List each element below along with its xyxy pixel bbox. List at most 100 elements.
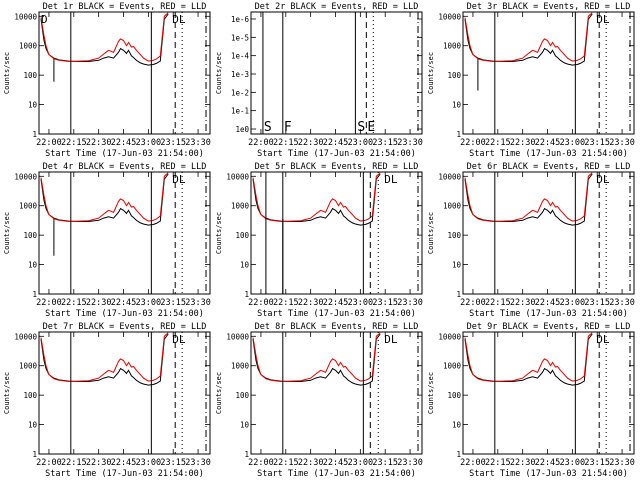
x-tick-label: 23:00 — [136, 138, 162, 148]
panel-det-6: Det 6r BLACK = Events, RED = LLD Counts/s… — [427, 162, 635, 319]
y-tick-label: 10 — [240, 261, 250, 270]
x-tick-label: 23:30 — [397, 138, 423, 148]
y-tick-label: 1e-1 — [231, 107, 249, 116]
y-tick-label: 10000 — [14, 12, 37, 21]
flag-label: DL — [384, 173, 398, 186]
series-lld-line — [464, 172, 593, 223]
flag-label: S — [264, 120, 272, 135]
x-tick-label: 22:45 — [535, 458, 561, 468]
x-tick-label: 23:30 — [397, 458, 423, 468]
x-tick-label: 23:30 — [185, 138, 211, 148]
flag-label: F — [284, 120, 292, 135]
series-events-line — [40, 333, 169, 386]
x-tick-label: 22:45 — [323, 458, 349, 468]
x-tick-label: 23:15 — [160, 298, 186, 308]
y-axis-label: Counts/sec — [3, 52, 11, 94]
y-tick-label: 100 — [447, 391, 461, 400]
flag-label: E — [367, 120, 375, 135]
panel-det-3: Det 3r BLACK = Events, RED = LLD Counts/s… — [427, 2, 635, 159]
x-tick-label: 23:00 — [560, 298, 586, 308]
y-tick-label: 1 — [456, 450, 461, 459]
y-tick-label: 1 — [244, 290, 249, 299]
y-tick-label: 1e-4 — [231, 52, 250, 61]
x-tick-label: 22:15 — [61, 298, 87, 308]
x-tick-label: 23:15 — [372, 298, 398, 308]
series-events-line — [464, 173, 593, 226]
x-tick-label: 22:15 — [61, 138, 87, 148]
panel-det-7: Det 7r BLACK = Events, RED = LLD Counts/s… — [3, 322, 211, 479]
y-tick-label: 100 — [235, 391, 249, 400]
x-tick-label: 22:00 — [248, 458, 274, 468]
x-tick-label: 23:30 — [609, 298, 635, 308]
x-tick-label: 22:30 — [298, 138, 324, 148]
y-axis-label: Counts/sec — [427, 52, 435, 94]
y-axis-label: Counts/sec — [215, 52, 223, 94]
y-tick-label: 1e0 — [235, 125, 249, 134]
x-tick-label: 22:00 — [248, 298, 274, 308]
flag-label: DL — [172, 13, 186, 26]
plot-frame — [38, 171, 211, 295]
x-tick-label: 22:30 — [510, 138, 536, 148]
x-axis-label: Start Time (17-Jun-03 21:54:00) — [469, 309, 628, 319]
y-tick-label: 1000 — [19, 202, 38, 211]
y-tick-label: 100 — [23, 71, 37, 80]
y-tick-label: 10 — [28, 101, 38, 110]
x-tick-label: 23:00 — [348, 138, 374, 148]
x-tick-label: 22:15 — [485, 298, 511, 308]
y-tick-label: 10 — [452, 101, 462, 110]
y-axis-label: Counts/sec — [3, 372, 11, 414]
y-axis-label: Counts/sec — [215, 372, 223, 414]
x-tick-label: 22:15 — [273, 138, 299, 148]
x-axis-label: Start Time (17-Jun-03 21:54:00) — [257, 149, 416, 159]
y-tick-label: 1 — [32, 450, 37, 459]
series-lld-line — [464, 332, 593, 383]
flag-label: DL — [172, 173, 186, 186]
plot-frame — [38, 11, 211, 135]
y-axis-label: Counts/sec — [427, 212, 435, 254]
plot-frame — [38, 331, 211, 455]
x-axis-label: Start Time (17-Jun-03 21:54:00) — [45, 469, 204, 479]
x-tick-label: 23:00 — [560, 458, 586, 468]
y-tick-label: 100 — [447, 231, 461, 240]
x-tick-label: 22:00 — [36, 458, 62, 468]
x-tick-label: 22:00 — [248, 138, 274, 148]
x-tick-label: 22:15 — [273, 298, 299, 308]
x-tick-label: 22:45 — [535, 138, 561, 148]
x-tick-label: 22:00 — [36, 298, 62, 308]
plot-frame — [250, 331, 423, 455]
x-tick-label: 23:30 — [185, 298, 211, 308]
y-tick-label: 100 — [447, 71, 461, 80]
plot-frame — [462, 11, 635, 135]
y-tick-label: 10000 — [226, 332, 249, 341]
x-tick-label: 23:30 — [185, 458, 211, 468]
flag-label: DL — [596, 173, 610, 186]
y-tick-label: 100 — [23, 231, 37, 240]
y-tick-label: 10000 — [14, 172, 37, 181]
x-tick-label: 23:15 — [584, 298, 610, 308]
panel-title: Det 1r BLACK = Events, RED = LLD — [43, 2, 207, 12]
y-tick-label: 10000 — [438, 12, 461, 21]
panel-det-5: Det 5r BLACK = Events, RED = LLD Counts/s… — [215, 162, 423, 319]
y-tick-label: 1 — [244, 450, 249, 459]
series-events-line — [464, 333, 593, 386]
y-tick-label: 1e-5 — [231, 33, 249, 42]
panel-title: Det 8r BLACK = Events, RED = LLD — [255, 322, 419, 332]
y-tick-label: 1000 — [231, 362, 250, 371]
panel-det-1: Det 1r BLACK = Events, RED = LLD Counts/s… — [3, 2, 211, 159]
x-tick-label: 23:15 — [372, 458, 398, 468]
x-tick-label: 22:45 — [323, 138, 349, 148]
x-axis-label: Start Time (17-Jun-03 21:54:00) — [469, 149, 628, 159]
x-tick-label: 22:00 — [460, 458, 486, 468]
x-tick-label: 22:00 — [36, 138, 62, 148]
y-axis-label: Counts/sec — [215, 212, 223, 254]
x-tick-label: 23:30 — [609, 458, 635, 468]
panel-det-9: Det 9r BLACK = Events, RED = LLD Counts/s… — [427, 322, 635, 479]
y-tick-label: 1e-2 — [231, 88, 249, 97]
y-tick-label: 1000 — [443, 202, 462, 211]
panel-det-4: Det 4r BLACK = Events, RED = LLD Counts/s… — [3, 162, 211, 319]
x-tick-label: 23:30 — [609, 138, 635, 148]
series-events-line — [252, 333, 381, 386]
y-tick-label: 1 — [456, 130, 461, 139]
y-tick-label: 10 — [452, 421, 462, 430]
